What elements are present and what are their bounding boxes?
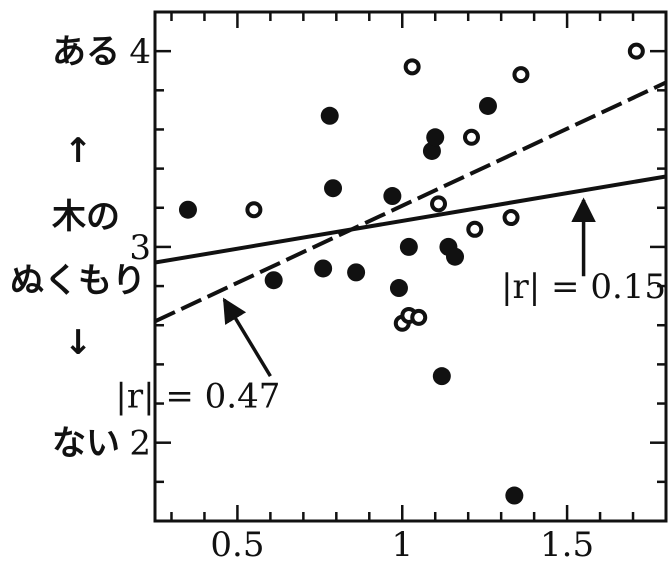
y-tick-label: 4 [129, 32, 151, 72]
data-point-filled [264, 271, 283, 290]
data-point-filled [314, 259, 333, 278]
data-point-open [403, 58, 421, 76]
data-point-open [245, 201, 263, 219]
data-point-filled [399, 237, 418, 256]
y-label-top: ある [52, 32, 120, 72]
data-point-open [462, 128, 480, 146]
x-tick-label: 1.5 [540, 525, 594, 561]
data-point-open [410, 308, 428, 326]
data-point-open [466, 220, 484, 238]
plot-area [153, 10, 668, 523]
y-tick-label: 3 [129, 228, 151, 268]
y-tick-label: 2 [129, 424, 151, 464]
plot-frame [153, 10, 668, 523]
data-point-filled [478, 96, 497, 115]
annotation-label: |r| = 0.15 [501, 267, 666, 307]
regression-line-solid [155, 174, 666, 265]
data-point-filled [426, 128, 445, 147]
data-point-filled [178, 200, 197, 219]
data-point-filled [432, 367, 451, 386]
y-label-line2: ぬくもり [10, 261, 146, 301]
data-point-filled [422, 141, 441, 160]
y-arrow-up: ↑ [64, 131, 93, 171]
data-point-filled [505, 486, 524, 505]
data-point-filled [320, 106, 339, 125]
annotation-label: |r| = 0.47 [115, 376, 280, 416]
x-tick-label: 1 [391, 525, 413, 561]
data-point-open [627, 42, 645, 60]
regression-line-dashed [155, 80, 666, 324]
data-point-open [512, 66, 530, 84]
data-point-open [430, 195, 448, 213]
x-tick-label: 0.5 [210, 525, 264, 561]
y-label-line1: 木の [51, 197, 120, 237]
y-label-bottom: ない [52, 424, 120, 464]
annotation-arrow [222, 297, 272, 378]
data-point-open [502, 209, 520, 227]
data-point-filled [347, 263, 366, 282]
y-arrow-down: ↓ [64, 323, 93, 363]
data-point-filled [446, 247, 465, 266]
data-point-filled [324, 179, 343, 198]
data-point-filled [389, 279, 408, 298]
data-point-filled [383, 187, 402, 206]
